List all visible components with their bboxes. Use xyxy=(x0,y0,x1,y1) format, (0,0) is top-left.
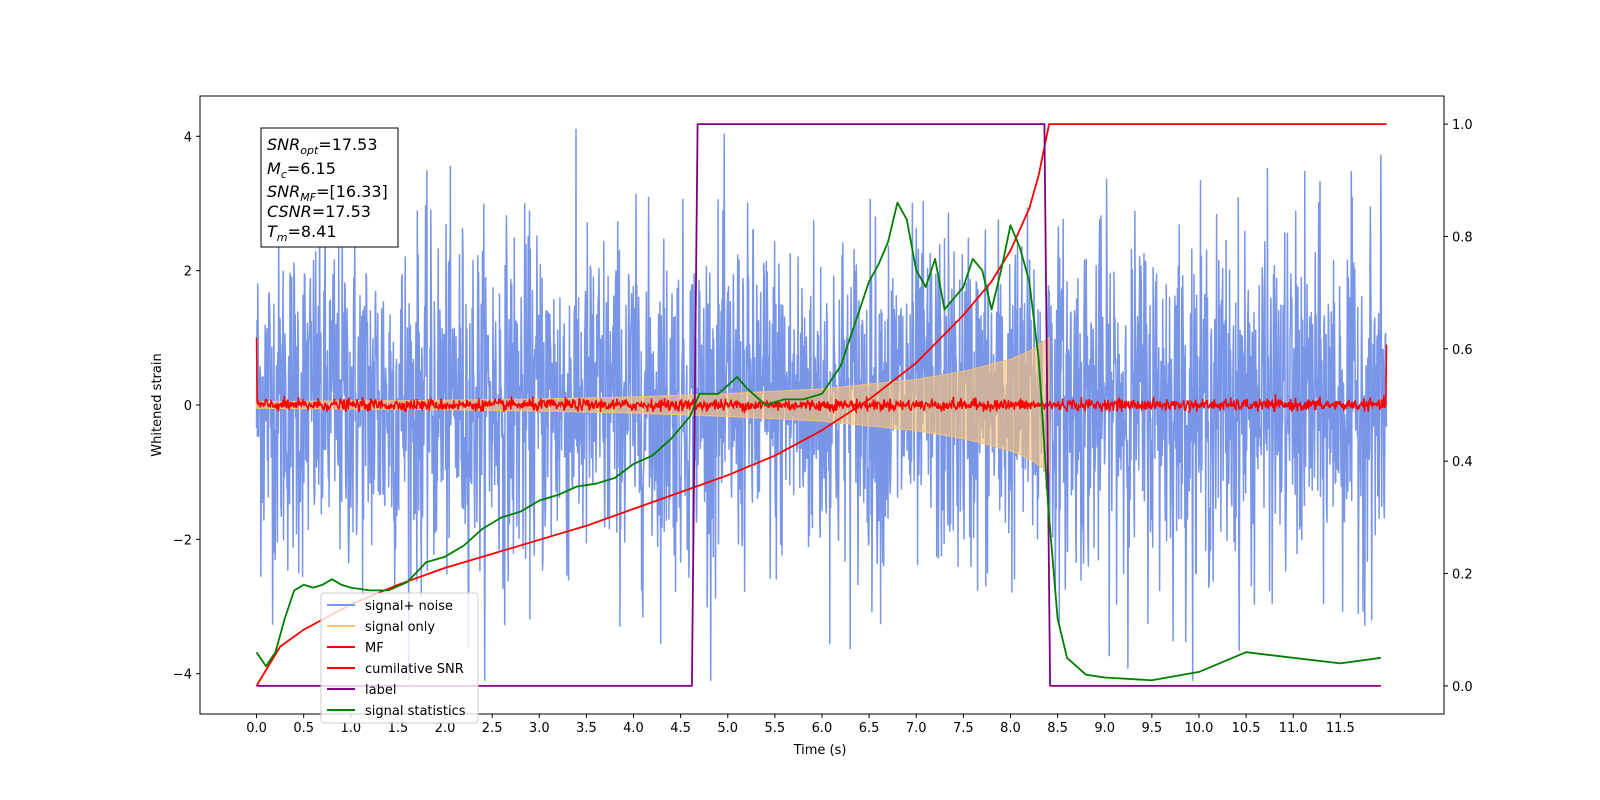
x-tick-label: 5.5 xyxy=(765,721,786,736)
y2-tick-label: 1.0 xyxy=(1452,118,1473,133)
x-tick-label: 4.0 xyxy=(623,721,644,736)
x-tick-label: 9.0 xyxy=(1094,721,1115,736)
x-tick-label: 1.5 xyxy=(388,721,409,736)
x-tick-label: 9.5 xyxy=(1142,721,1163,736)
y2-tick-label: 0.0 xyxy=(1452,680,1473,695)
annotation-line-snr-mf: SNRMF=[16.33] xyxy=(267,182,388,204)
x-tick-label: 8.0 xyxy=(1000,721,1021,736)
x-tick-label: 1.0 xyxy=(340,721,361,736)
y2-tick-label: 0.4 xyxy=(1452,455,1473,470)
x-tick-label: 10.5 xyxy=(1232,721,1261,736)
legend-label: signal statistics xyxy=(365,704,466,719)
legend-entry-signal-statistics: signal statistics xyxy=(327,704,466,719)
x-tick-label: 5.0 xyxy=(717,721,738,736)
x-tick-label: 4.5 xyxy=(670,721,691,736)
legend-label: cumilative SNR xyxy=(365,662,464,677)
legend-entry-label: label xyxy=(327,683,396,698)
legend-entry-signal-noise: signal+ noise xyxy=(327,599,453,614)
legend-label: MF xyxy=(365,641,384,656)
x-tick-label: 0.0 xyxy=(246,721,267,736)
x-tick-label: 3.5 xyxy=(576,721,597,736)
legend-entry-mf: MF xyxy=(327,641,384,656)
y-tick-label: 4 xyxy=(184,130,192,145)
x-tick-label: 7.0 xyxy=(906,721,927,736)
y2-tick-label: 0.2 xyxy=(1452,568,1473,583)
x-axis: 0.0 0.5 1.0 1.5 2.0 2.5 3.0 3.5 4.0 4.5 5.0 5.5 6.0 6… xyxy=(246,714,1355,736)
annotation-box: SNRopt=17.53 Mc=6.15 SNRMF=[16.33] CSNR=… xyxy=(260,127,399,248)
annotation-line-snr-opt: SNRopt=17.53 xyxy=(267,135,378,157)
x-tick-label: 6.5 xyxy=(859,721,880,736)
plot-area xyxy=(255,123,1388,687)
annotation-line-tm: Tm=8.41 xyxy=(267,222,337,244)
series-signal-statistics xyxy=(255,201,1382,682)
legend-label: signal+ noise xyxy=(365,599,453,614)
annotation-line-csnr: CSNR=17.53 xyxy=(267,202,371,221)
y-tick-label: 2 xyxy=(184,265,192,280)
x-tick-label: 2.0 xyxy=(435,721,456,736)
x-tick-label: 8.5 xyxy=(1047,721,1068,736)
legend-frame xyxy=(320,592,479,724)
x-tick-label: 0.5 xyxy=(293,721,314,736)
legend-entry-signal-only: signal only xyxy=(327,620,435,635)
y-tick-label: 0 xyxy=(184,399,192,414)
series-signal-only xyxy=(256,336,1050,474)
y-axis-label: Whitened strain xyxy=(150,353,165,456)
annotation-frame xyxy=(260,127,399,248)
x-tick-label: 10.0 xyxy=(1184,721,1213,736)
x-tick-label: 7.5 xyxy=(953,721,974,736)
y-axis-left: −4 −2 0 2 4 xyxy=(173,130,200,683)
annotation-line-mc: Mc=6.15 xyxy=(267,159,336,181)
y2-tick-label: 0.6 xyxy=(1452,343,1473,358)
legend-label: signal only xyxy=(365,620,435,635)
y-tick-label: −2 xyxy=(173,533,192,548)
x-tick-label: 11.0 xyxy=(1279,721,1308,736)
series-label xyxy=(256,123,1381,687)
x-tick-label: 2.5 xyxy=(482,721,503,736)
legend-label: label xyxy=(365,683,396,698)
y-tick-label: −4 xyxy=(173,668,192,683)
series-mf xyxy=(255,337,1388,415)
y-axis-right: 0.0 0.2 0.4 0.6 0.8 1.0 xyxy=(1444,118,1473,695)
legend-entry-cumilative-snr: cumilative SNR xyxy=(327,662,464,677)
legend: signal+ noise signal only MF cumilative … xyxy=(320,592,479,724)
x-tick-label: 3.0 xyxy=(529,721,550,736)
x-tick-label: 6.0 xyxy=(812,721,833,736)
y2-tick-label: 0.8 xyxy=(1452,230,1473,245)
x-tick-label: 11.5 xyxy=(1326,721,1355,736)
x-axis-label: Time (s) xyxy=(793,743,847,758)
